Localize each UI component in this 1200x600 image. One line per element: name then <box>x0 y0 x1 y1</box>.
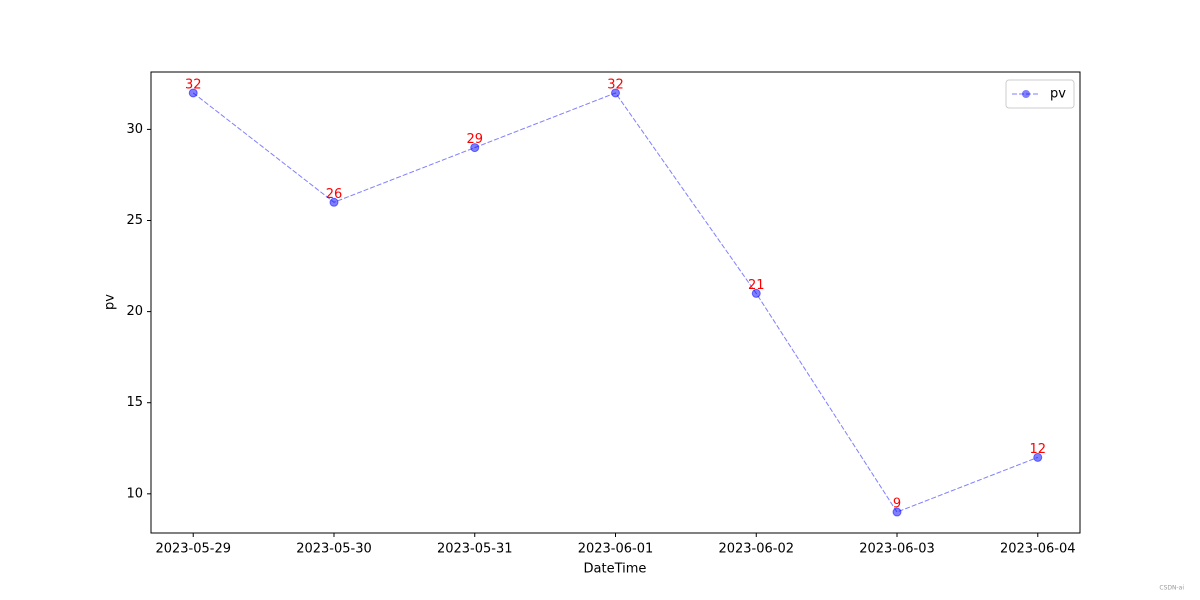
watermark: CSDN-ai <box>1159 585 1184 592</box>
x-tick-label: 2023-06-04 <box>1000 542 1076 557</box>
value-label: 21 <box>748 278 765 293</box>
x-tick-label: 2023-06-01 <box>578 542 654 557</box>
legend-box <box>1005 79 1075 109</box>
y-tick-label: 30 <box>126 122 143 137</box>
point <box>470 143 480 153</box>
legend-label: pv <box>1050 87 1066 102</box>
point <box>188 88 198 98</box>
x-tick-label: 2023-06-02 <box>718 542 794 557</box>
y-tick-label: 20 <box>126 304 143 319</box>
plot-frame <box>150 71 1081 534</box>
legend-marker <box>1022 90 1030 98</box>
value-label: 32 <box>185 77 202 92</box>
y-tick-label: 25 <box>126 213 143 228</box>
x-tick-label: 2023-05-31 <box>437 542 513 557</box>
point <box>611 88 620 98</box>
value-label: 32 <box>607 77 624 92</box>
x-axis-label: DateTime <box>584 562 647 577</box>
y-axis-label: pv <box>103 294 118 310</box>
x-tick-label: 2023-05-30 <box>296 542 372 557</box>
point <box>751 288 761 298</box>
point <box>329 197 339 207</box>
x-tick-label: 2023-05-29 <box>155 542 231 557</box>
value-label: 29 <box>466 132 483 147</box>
series-line <box>192 92 1038 513</box>
value-label: 26 <box>326 187 343 202</box>
point <box>892 507 902 517</box>
value-label: 12 <box>1029 442 1046 457</box>
value-label: 9 <box>893 497 901 512</box>
y-tick-label: 15 <box>126 395 143 410</box>
y-tick-label: 10 <box>126 486 143 501</box>
x-tick-label: 2023-06-03 <box>859 542 935 557</box>
point <box>1033 452 1043 462</box>
